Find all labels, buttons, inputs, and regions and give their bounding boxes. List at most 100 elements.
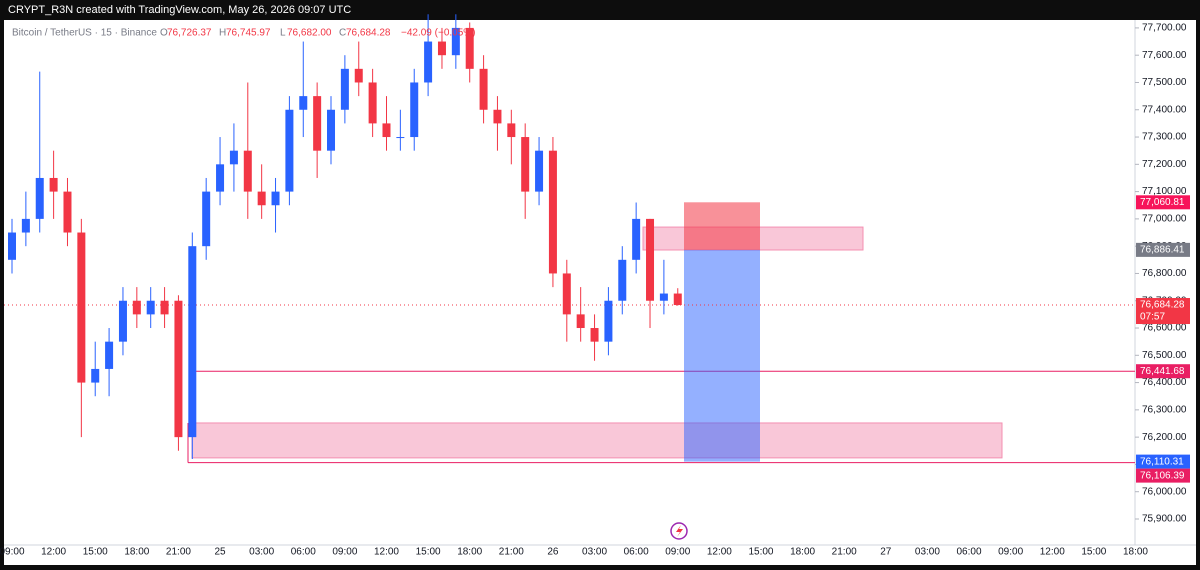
legend-key: C	[339, 28, 346, 39]
x-tick-label: 18:00	[1123, 547, 1148, 558]
y-tick-label: 77,500.00	[1142, 77, 1187, 88]
y-tick-label: 76,200.00	[1142, 432, 1187, 443]
stop-zone	[684, 202, 760, 250]
x-tick-label: 15:00	[748, 547, 773, 558]
candle-body	[465, 27, 474, 69]
candle-body	[91, 368, 100, 383]
candle-body	[327, 109, 336, 151]
x-tick-label: 12:00	[707, 547, 732, 558]
y-tick-label: 76,600.00	[1142, 323, 1187, 334]
candle-body	[424, 41, 433, 83]
candle-body	[659, 293, 668, 301]
candle-body	[632, 218, 641, 260]
x-tick-label: 03:00	[249, 547, 274, 558]
y-tick-label: 77,300.00	[1142, 132, 1187, 143]
candle-body	[382, 123, 391, 138]
candle-body	[410, 82, 419, 138]
x-tick-label: 15:00	[83, 547, 108, 558]
x-tick-label: 12:00	[1040, 547, 1065, 558]
price-marker-label: 77,060.81	[1140, 197, 1185, 208]
candle-body	[646, 218, 655, 301]
candle-body	[188, 246, 197, 438]
candle-body	[77, 232, 86, 383]
candle-body	[451, 27, 460, 56]
y-tick-label: 76,800.00	[1142, 268, 1187, 279]
x-tick-label: 06:00	[624, 547, 649, 558]
x-tick-label: 21:00	[832, 547, 857, 558]
price-marker-label: 76,110.31	[1140, 456, 1184, 467]
y-tick-label: 77,400.00	[1142, 104, 1187, 115]
legend-value: 76,684.28	[346, 28, 391, 39]
candle-body	[618, 259, 627, 301]
y-tick-label: 77,200.00	[1142, 159, 1187, 170]
x-tick-label: 21:00	[499, 547, 524, 558]
x-tick-label: 06:00	[291, 547, 316, 558]
candle-body	[160, 300, 169, 315]
y-tick-label: 75,900.00	[1142, 514, 1187, 525]
candle-body	[313, 96, 322, 151]
candle-body	[673, 293, 682, 306]
x-tick-label: 15:00	[1081, 547, 1106, 558]
y-tick-label: 77,700.00	[1142, 23, 1187, 34]
candle-body	[590, 328, 599, 342]
candle-body	[507, 123, 516, 138]
price-marker-label: 76,441.68	[1140, 366, 1185, 377]
legend-key: L	[280, 28, 286, 39]
x-tick-label: 12:00	[374, 547, 399, 558]
candle-body	[21, 218, 30, 233]
x-tick-label: 09:00	[332, 547, 357, 558]
candle-body	[604, 300, 613, 342]
chart-area	[4, 20, 1196, 565]
x-tick-label: 09:00	[665, 547, 690, 558]
chart-title: CRYPT_R3N created with TradingView.com, …	[8, 4, 351, 16]
candle-body	[368, 82, 377, 124]
x-tick-label: 15:00	[416, 547, 441, 558]
x-tick-label: 25	[214, 547, 226, 558]
candle-body	[340, 68, 349, 110]
x-tick-label: 06:00	[957, 547, 982, 558]
legend-key: O	[160, 28, 168, 39]
candle-body	[132, 300, 141, 315]
x-tick-label: 18:00	[790, 547, 815, 558]
candle-body	[118, 300, 127, 342]
x-tick-label: 18:00	[457, 547, 482, 558]
x-tick-label: 21:00	[166, 547, 191, 558]
candle-body	[299, 96, 308, 110]
candle-body	[285, 109, 294, 192]
candle-body	[562, 273, 571, 315]
zone	[191, 422, 1003, 459]
candle-body	[216, 164, 225, 192]
x-tick-label: 09:00	[998, 547, 1023, 558]
y-tick-label: 77,600.00	[1142, 50, 1187, 61]
x-tick-label: 03:00	[915, 547, 940, 558]
legend-key: H	[219, 28, 226, 39]
x-tick-label: 26	[547, 547, 559, 558]
price-marker	[1136, 364, 1190, 379]
price-marker	[1136, 468, 1190, 483]
candle-body	[493, 109, 502, 124]
candle-body	[63, 191, 72, 233]
candle-body	[437, 41, 446, 56]
y-tick-label: 76,400.00	[1142, 377, 1187, 388]
candle-body	[521, 137, 530, 192]
x-tick-label: 27	[880, 547, 892, 558]
target-zone	[684, 249, 760, 462]
candle-body	[243, 150, 252, 192]
candle-body	[8, 232, 16, 260]
candle-body	[535, 150, 544, 192]
legend-value: 76,682.00	[287, 28, 332, 39]
candle-body	[35, 177, 44, 219]
price-marker	[1136, 195, 1190, 210]
candle-body	[271, 191, 280, 206]
candle-body	[174, 300, 183, 438]
countdown: 07:57	[1140, 312, 1165, 323]
candle-body	[396, 137, 405, 139]
price-marker	[1136, 242, 1190, 257]
lightning-icon	[670, 522, 688, 540]
candle-body	[257, 191, 266, 206]
candle-body	[146, 300, 155, 315]
y-tick-label: 76,000.00	[1142, 486, 1187, 497]
price-marker-label: 76,684.28	[1140, 300, 1185, 311]
